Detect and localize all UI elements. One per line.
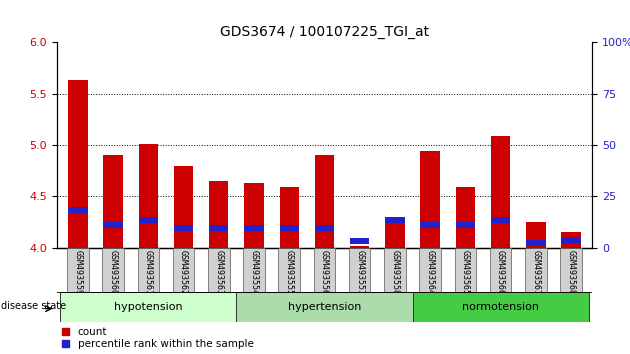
Bar [280, 225, 299, 232]
Bar [561, 232, 581, 248]
Bar [139, 217, 158, 223]
Bar [174, 225, 193, 232]
Bar [103, 222, 123, 228]
Bar [314, 248, 335, 292]
Bar [315, 225, 334, 232]
Bar [173, 248, 194, 292]
Bar [490, 248, 512, 292]
Bar [278, 248, 300, 292]
Bar [137, 248, 159, 292]
Bar [67, 248, 89, 292]
Text: GSM493567: GSM493567 [531, 250, 541, 295]
Bar [420, 248, 441, 292]
Bar [561, 236, 581, 243]
Bar [174, 166, 193, 248]
Text: GSM493559: GSM493559 [73, 250, 83, 295]
Text: GSM493563: GSM493563 [214, 250, 223, 295]
Bar [209, 225, 229, 232]
Bar [208, 248, 229, 292]
Bar [350, 246, 369, 248]
Bar [315, 155, 334, 248]
Bar [236, 292, 413, 322]
Bar [350, 238, 369, 244]
Text: hypotension: hypotension [114, 302, 183, 312]
Bar [68, 80, 88, 248]
Bar [384, 248, 406, 292]
Text: normotension: normotension [462, 302, 539, 312]
Text: GSM493568: GSM493568 [566, 250, 576, 295]
Text: GSM493557: GSM493557 [355, 250, 364, 295]
Text: GSM493554: GSM493554 [249, 250, 258, 295]
Bar [455, 222, 475, 228]
Text: GSM493561: GSM493561 [144, 250, 153, 295]
Bar [68, 207, 88, 213]
Bar [385, 217, 404, 223]
Text: GSM493555: GSM493555 [285, 250, 294, 295]
Bar [420, 222, 440, 228]
Bar [243, 248, 265, 292]
Bar [420, 151, 440, 248]
Bar [103, 155, 123, 248]
Text: GSM493560: GSM493560 [108, 250, 118, 295]
Bar [455, 248, 476, 292]
Text: hypertension: hypertension [288, 302, 361, 312]
Text: disease state: disease state [1, 301, 66, 310]
Text: GSM493562: GSM493562 [179, 250, 188, 295]
Bar [385, 217, 404, 248]
Bar [244, 183, 264, 248]
Bar [560, 248, 582, 292]
Bar [455, 187, 475, 248]
Bar [491, 136, 510, 248]
Bar [526, 240, 546, 246]
Text: GSM493558: GSM493558 [391, 250, 399, 295]
Bar [280, 187, 299, 248]
Bar [491, 217, 510, 223]
Bar [244, 225, 264, 232]
Text: GSM493566: GSM493566 [496, 250, 505, 295]
Legend: count, percentile rank within the sample: count, percentile rank within the sample [62, 327, 253, 349]
Text: GSM493565: GSM493565 [461, 250, 470, 295]
Title: GDS3674 / 100107225_TGI_at: GDS3674 / 100107225_TGI_at [220, 25, 429, 39]
Bar [102, 248, 124, 292]
Text: GSM493556: GSM493556 [320, 250, 329, 295]
Bar [526, 222, 546, 248]
Bar [349, 248, 370, 292]
Bar [139, 144, 158, 248]
Bar [525, 248, 547, 292]
Text: GSM493564: GSM493564 [426, 250, 435, 295]
Bar [209, 181, 229, 248]
Bar [60, 292, 236, 322]
Bar [413, 292, 588, 322]
